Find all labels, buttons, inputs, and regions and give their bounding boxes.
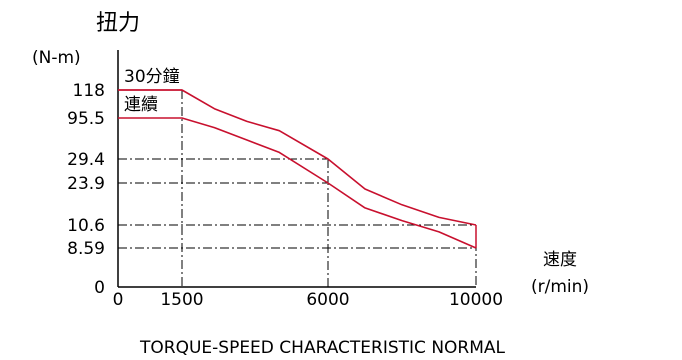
y-tick-label: 118 [73,81,105,101]
x-tick-label: 6000 [306,290,349,310]
x-tick-label: 0 [113,290,124,310]
y-tick-label: 23.9 [67,174,105,194]
y-axis-unit: (N-m) [32,48,81,68]
y-tick-label: 95.5 [67,109,105,129]
series-line-0 [118,89,477,226]
x-tick-label: 10000 [449,290,503,310]
chart-title: TORQUE-SPEED CHARACTERISTIC NORMAL [139,338,506,358]
y-tick-label: 0 [94,278,105,298]
reference-lines [118,90,477,287]
series-label-30min: 30分鐘 [124,67,180,87]
series-label-continuous: 連續 [124,95,158,115]
y-tick-label: 10.6 [67,216,105,236]
x-axis-unit: (r/min) [531,277,589,297]
x-axis-title: 速度 [543,250,577,270]
series-line-1 [118,117,477,249]
series-lines [118,89,477,249]
y-tick-label: 29.4 [67,150,105,170]
y-axis-title: 扭力 [96,11,140,36]
axis-ticks: 118 95.5 29.4 23.9 10.6 8.59 00 1500 6000 10000 [67,81,503,310]
y-tick-label: 8.59 [67,239,105,259]
x-tick-label: 1500 [160,290,203,310]
labels: 扭力 (N-m) 速度 (r/min) 30分鐘 連續 TORQUE-SPEED… [32,11,589,358]
